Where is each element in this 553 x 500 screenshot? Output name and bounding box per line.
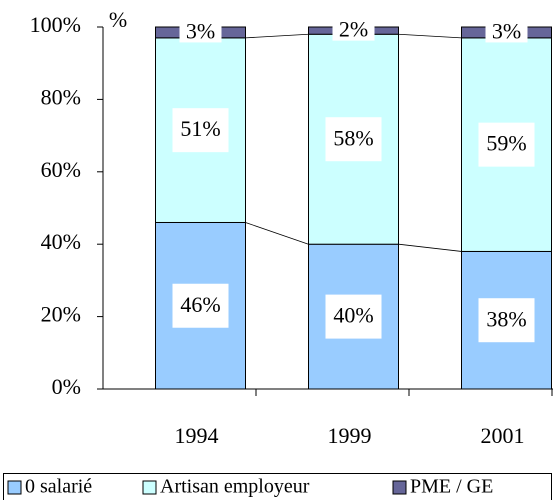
label-box bbox=[179, 22, 222, 43]
series-line bbox=[245, 222, 309, 245]
value-label: 2% bbox=[339, 17, 368, 42]
label-box bbox=[325, 294, 382, 339]
value-label: 3% bbox=[492, 18, 521, 43]
label-box bbox=[332, 20, 375, 41]
value-label: 40% bbox=[333, 303, 373, 328]
legend-label: Artisan employeur bbox=[160, 476, 310, 498]
value-label: 58% bbox=[333, 125, 373, 150]
label-box bbox=[478, 298, 535, 343]
y-tick-label: 20% bbox=[41, 302, 81, 327]
y-tick-label: 100% bbox=[30, 12, 81, 37]
value-label: 46% bbox=[180, 292, 220, 317]
series-line bbox=[245, 33, 309, 39]
legend-swatch bbox=[142, 480, 157, 495]
legend-label: 0 salarié bbox=[25, 476, 92, 498]
y-axis-label: % bbox=[109, 7, 127, 32]
y-tick-label: 80% bbox=[41, 84, 81, 109]
legend-label: PME / GE bbox=[410, 476, 493, 498]
label-box bbox=[485, 22, 528, 43]
x-tick-label: 2001 bbox=[481, 423, 525, 448]
series-line bbox=[398, 33, 462, 39]
label-box bbox=[478, 122, 535, 167]
legend-box bbox=[3, 473, 552, 500]
y-tick-label: 40% bbox=[41, 229, 81, 254]
y-tick-label: 0% bbox=[52, 374, 81, 399]
value-label: 3% bbox=[186, 18, 215, 43]
label-box bbox=[325, 117, 382, 162]
legend-swatch bbox=[392, 480, 407, 495]
y-tick-label: 60% bbox=[41, 157, 81, 182]
series-line bbox=[398, 243, 462, 252]
value-label: 38% bbox=[486, 306, 526, 331]
label-box bbox=[172, 283, 229, 328]
value-label: 59% bbox=[486, 131, 526, 156]
legend-swatch bbox=[7, 480, 22, 495]
x-tick-label: 1999 bbox=[328, 423, 372, 448]
value-label: 51% bbox=[180, 116, 220, 141]
x-tick-label: 1994 bbox=[175, 423, 219, 448]
label-box bbox=[172, 108, 229, 153]
